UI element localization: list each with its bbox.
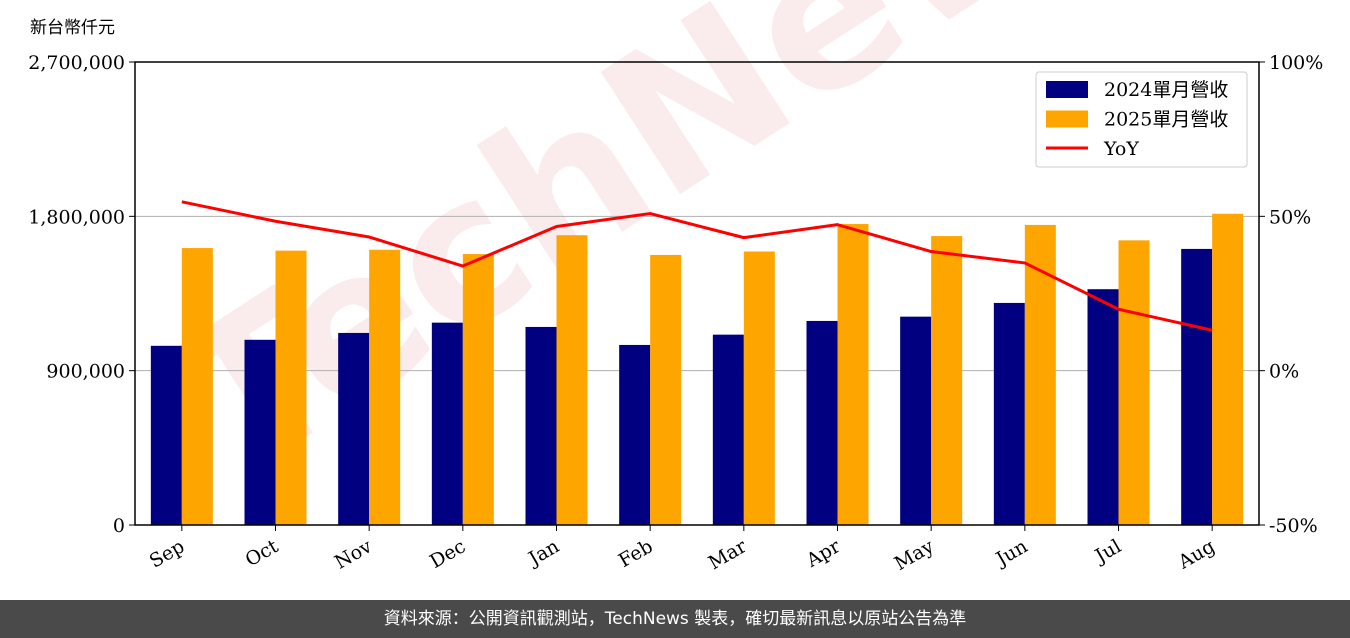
x-tick-label: Sep (146, 535, 189, 572)
legend-swatch (1046, 81, 1088, 98)
legend-label: 2024單月營收 (1104, 79, 1228, 101)
source-footer: 資料來源：公開資訊觀測站，TechNews 製表，確切最新訊息以原站公告為準 (0, 600, 1350, 638)
bar-2025-nov (369, 249, 401, 525)
x-tick-label: Dec (426, 535, 469, 573)
y-tick-label: 0 (113, 515, 125, 537)
y-tick-label: 2,700,000 (28, 52, 125, 74)
x-tick-label: Apr (802, 535, 845, 572)
legend-swatch (1046, 110, 1088, 128)
y2-tick-label: 50% (1269, 206, 1311, 228)
bar-2025-sep (181, 248, 213, 525)
yoy-line-group (181, 200, 1213, 332)
bar-2025-may (931, 236, 963, 525)
x-tick-label: Jan (523, 535, 563, 571)
bars (150, 213, 1244, 526)
y-tick-label: 1,800,000 (28, 206, 125, 228)
bar-2024-jul (1087, 289, 1119, 525)
grid-lines (135, 215, 1259, 372)
revenue-chart: TechNews 0900,0001,800,0002,700,000-50%0… (28, 0, 1323, 575)
bar-2025-feb (650, 254, 682, 525)
y-unit-label: 新台幣仟元 (30, 18, 115, 38)
y-tick-label: 900,000 (46, 361, 125, 383)
yoy-line (181, 200, 1213, 332)
y2-tick-label: 0% (1269, 361, 1299, 383)
x-tick-label: Jul (1090, 535, 1125, 568)
bar-2025-oct (275, 250, 307, 525)
bar-2024-apr (806, 320, 838, 525)
x-tick-label: Jun (991, 535, 1032, 571)
bar-2024-dec (431, 322, 463, 525)
legend-label: 2025單月營收 (1104, 109, 1228, 131)
bar-2024-aug (1181, 248, 1213, 526)
bar-2025-dec (462, 254, 494, 525)
bar-2024-may (900, 316, 932, 525)
bar-2025-jan (556, 235, 588, 525)
x-tick-label: May (891, 535, 938, 575)
bar-2024-jan (525, 326, 557, 525)
x-tick-label: Mar (705, 535, 751, 574)
y2-tick-label: -50% (1269, 515, 1318, 537)
bar-2025-jul (1118, 240, 1150, 525)
x-tick-label: Aug (1174, 535, 1219, 574)
bar-2024-sep (150, 345, 182, 525)
bar-2024-nov (338, 332, 370, 525)
legend-label: YoY (1103, 138, 1139, 160)
bar-2025-apr (837, 224, 869, 526)
x-tick-label: Nov (331, 535, 376, 574)
legend: 2024單月營收 2025單月營收 YoY (1035, 71, 1248, 168)
plot-frame (134, 61, 1260, 526)
bar-2024-mar (712, 334, 744, 525)
axes (134, 61, 1260, 526)
bar-2025-aug (1212, 213, 1244, 525)
bar-2025-mar (743, 251, 775, 525)
x-tick-label: Feb (615, 535, 657, 572)
bar-2024-jun (993, 302, 1025, 525)
legend-box (1035, 71, 1248, 168)
bar-2024-oct (244, 339, 276, 525)
x-tick-label: Oct (242, 535, 283, 571)
y2-tick-label: 100% (1269, 52, 1323, 74)
bar-2024-feb (619, 344, 651, 525)
